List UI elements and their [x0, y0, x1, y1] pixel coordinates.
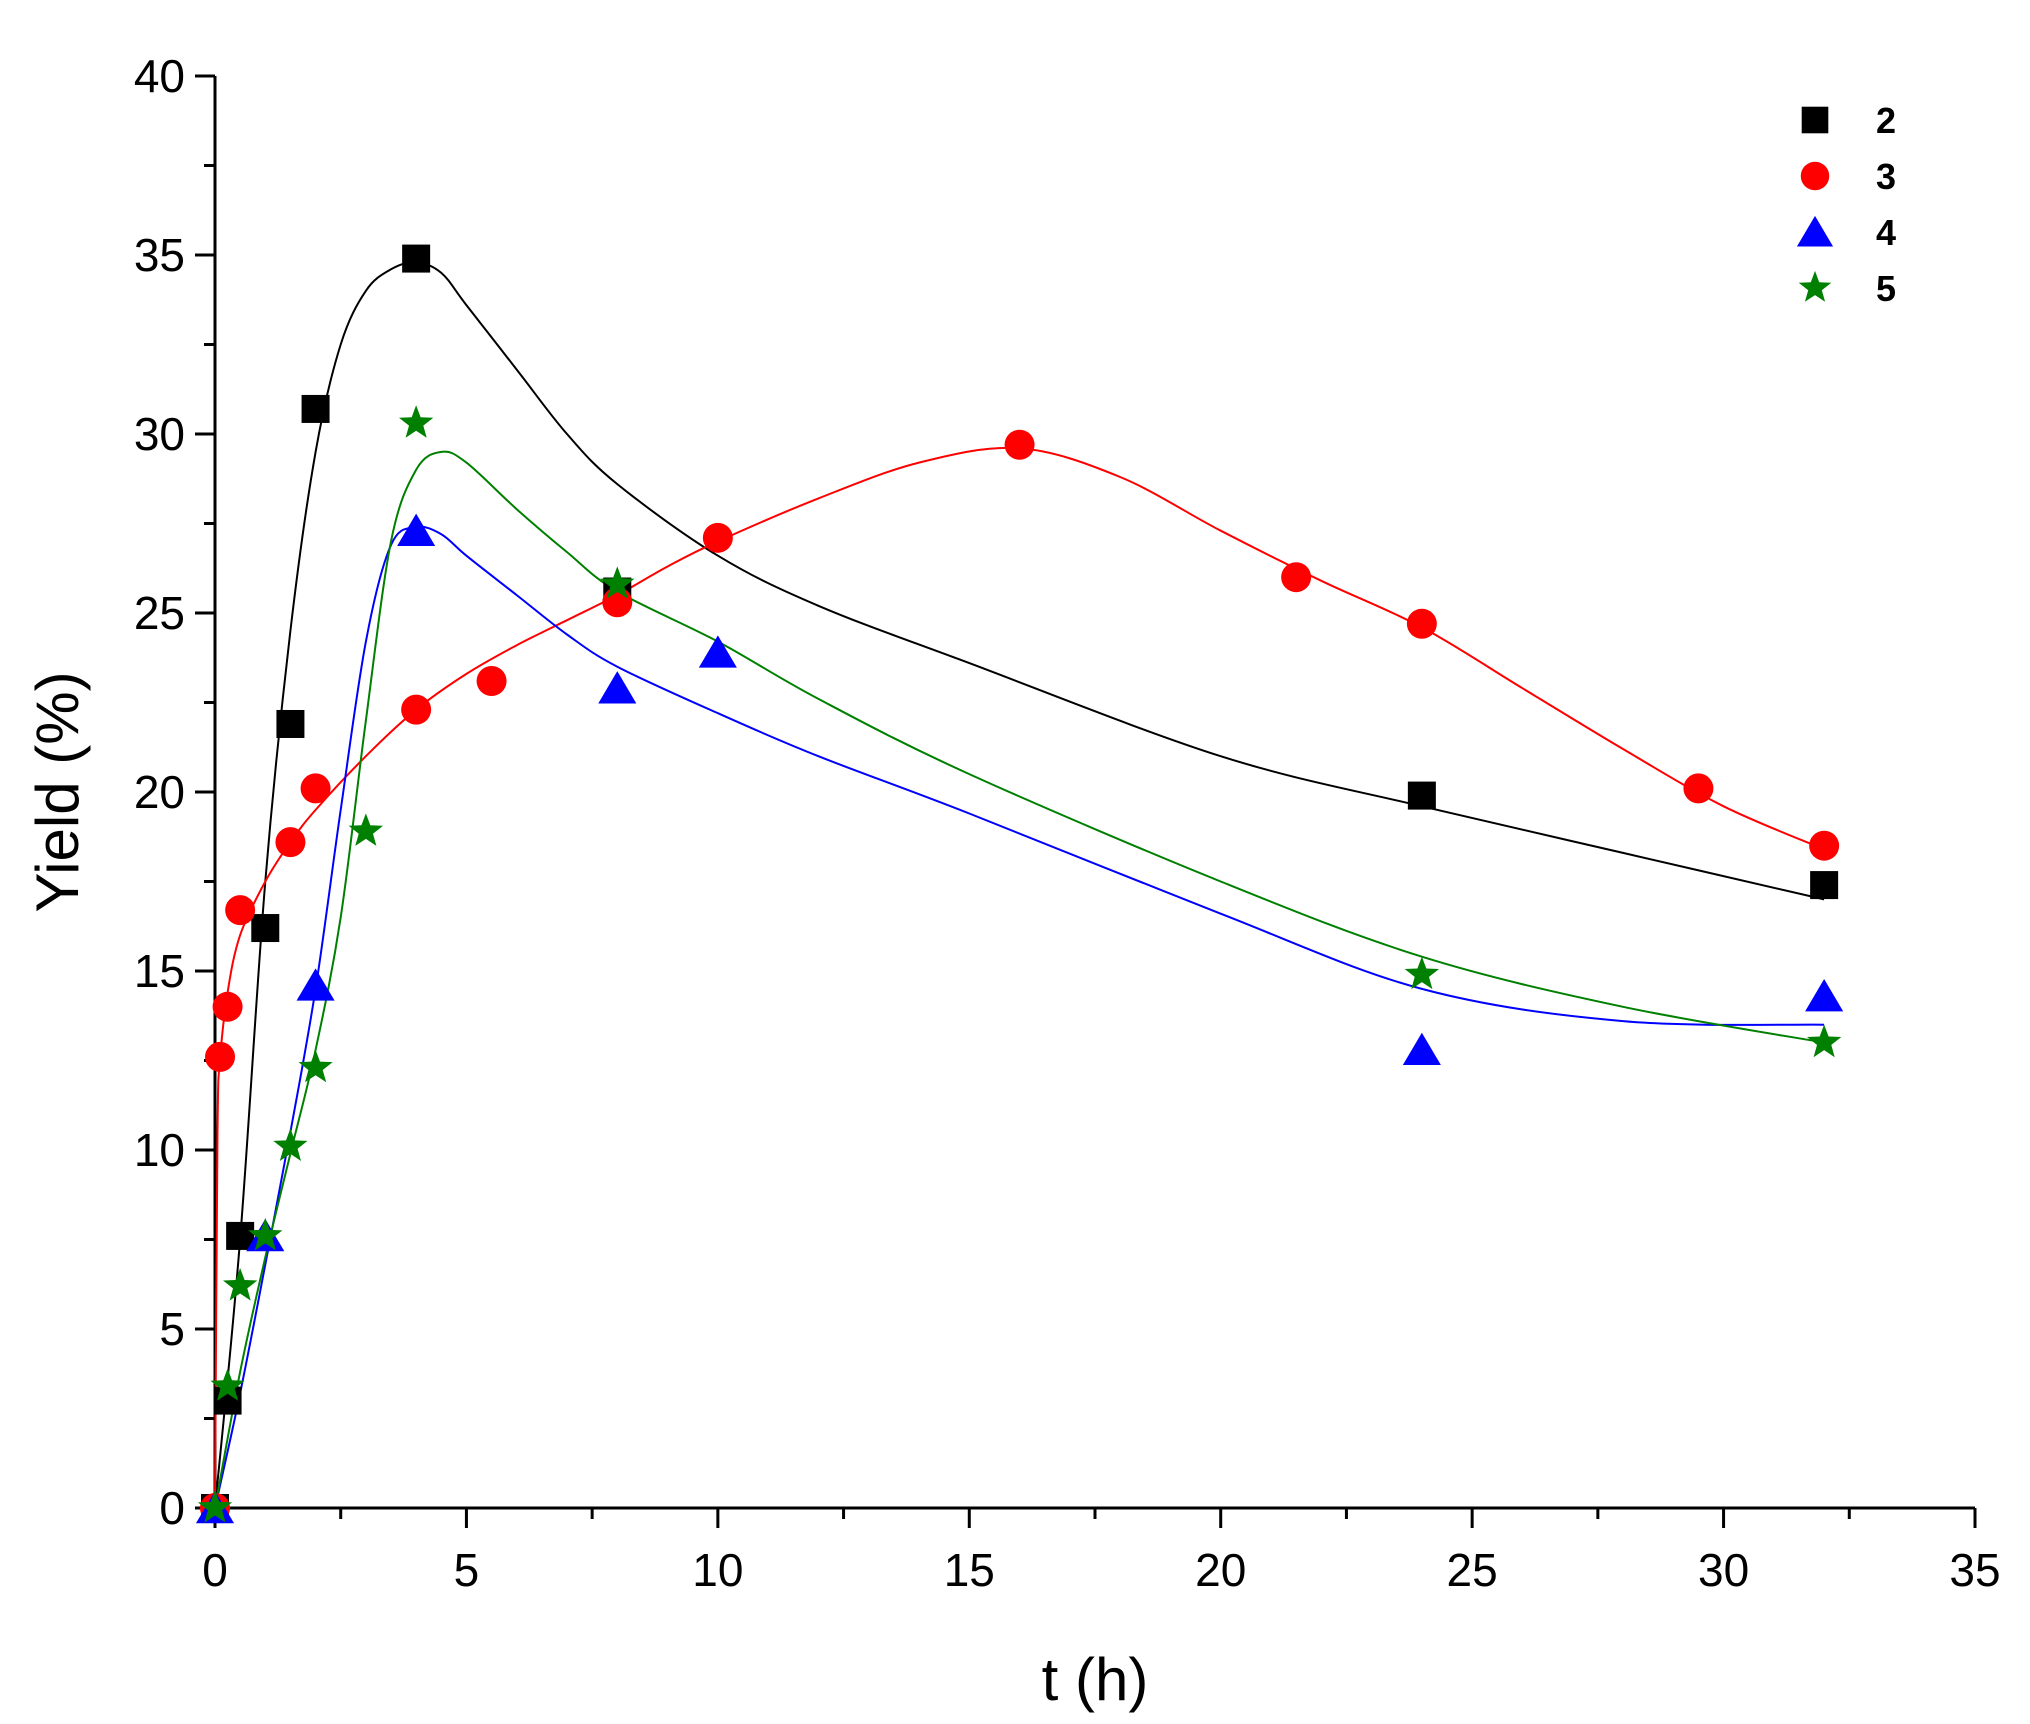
data-point-series-5	[223, 1268, 258, 1301]
y-tick-label: 30	[134, 408, 185, 460]
data-point-series-4	[698, 635, 737, 668]
x-tick-label: 20	[1195, 1544, 1246, 1596]
data-point-series-3	[1281, 562, 1312, 593]
data-point-series-5	[298, 1049, 333, 1083]
data-point-series-3	[1004, 429, 1035, 460]
data-point-series-3	[300, 773, 331, 804]
legend-label-series-4: 4	[1876, 212, 1896, 253]
y-tick-label: 25	[134, 587, 185, 639]
data-point-series-5	[399, 405, 434, 438]
data-point-series-4	[1805, 979, 1844, 1012]
x-tick-label: 35	[1949, 1544, 2000, 1596]
data-point-series-3	[476, 666, 507, 697]
legend-marker-series-3	[1800, 161, 1830, 191]
data-point-series-5	[1404, 956, 1439, 990]
legend-label-series-2: 2	[1876, 100, 1896, 141]
data-point-series-5	[1807, 1024, 1842, 1058]
x-tick-label: 30	[1698, 1544, 1749, 1596]
legend-label-series-3: 3	[1876, 156, 1896, 197]
data-point-series-2	[1407, 781, 1436, 810]
data-point-series-5	[197, 1490, 233, 1523]
data-point-series-3	[401, 694, 432, 725]
legend: 2 3 4 5	[1796, 100, 1896, 309]
x-tick-label: 0	[202, 1544, 228, 1596]
data-point-series-2	[301, 394, 330, 423]
x-tick-label: 15	[944, 1544, 995, 1596]
y-tick-label: 35	[134, 229, 185, 281]
data-point-series-2	[226, 1221, 255, 1250]
fit-line-series-4	[214, 525, 1825, 1509]
data-point-series-3	[1406, 608, 1437, 639]
data-point-series-5	[248, 1217, 283, 1251]
fit-line-series-5	[214, 450, 1825, 1509]
data-point-series-2	[276, 709, 305, 738]
y-tick-label: 0	[159, 1482, 185, 1534]
data-markers	[195, 244, 1844, 1524]
data-point-series-5	[210, 1368, 245, 1401]
data-point-series-4	[598, 671, 637, 704]
data-point-series-2	[1810, 871, 1839, 900]
data-point-series-3	[212, 991, 243, 1022]
data-point-series-3	[1683, 773, 1714, 804]
legend-marker-series-2	[1801, 106, 1829, 134]
x-tick-label: 10	[692, 1544, 743, 1596]
y-tick-label: 20	[134, 766, 185, 818]
data-point-series-3	[225, 895, 256, 926]
fit-curves	[214, 261, 1825, 1509]
data-point-series-5	[273, 1128, 308, 1161]
x-axis-title: t (h)	[1042, 1646, 1149, 1713]
legend-marker-series-5	[1798, 270, 1832, 302]
y-axis-title: Yield (%)	[24, 671, 91, 912]
data-point-series-2	[251, 914, 280, 943]
y-tick-label: 5	[159, 1303, 185, 1355]
y-tick-label: 10	[134, 1124, 185, 1176]
data-point-series-3	[205, 1041, 236, 1072]
data-point-series-5	[348, 813, 383, 846]
x-tick-label: 5	[454, 1544, 480, 1596]
data-point-series-3	[1809, 830, 1840, 861]
data-point-series-3	[702, 522, 733, 553]
data-point-series-4	[1402, 1032, 1441, 1066]
data-point-series-2	[402, 244, 431, 273]
data-point-series-4	[397, 513, 436, 546]
legend-marker-series-4	[1796, 215, 1834, 247]
fit-line-series-3	[214, 446, 1825, 1509]
y-tick-label: 15	[134, 945, 185, 997]
x-tick-label: 25	[1447, 1544, 1498, 1596]
data-point-series-5	[600, 566, 635, 599]
y-tick-label: 40	[134, 50, 185, 102]
data-point-series-3	[275, 827, 306, 858]
data-point-series-4	[296, 968, 335, 1001]
legend-label-series-5: 5	[1876, 268, 1896, 309]
fit-line-series-2	[214, 261, 1825, 1509]
